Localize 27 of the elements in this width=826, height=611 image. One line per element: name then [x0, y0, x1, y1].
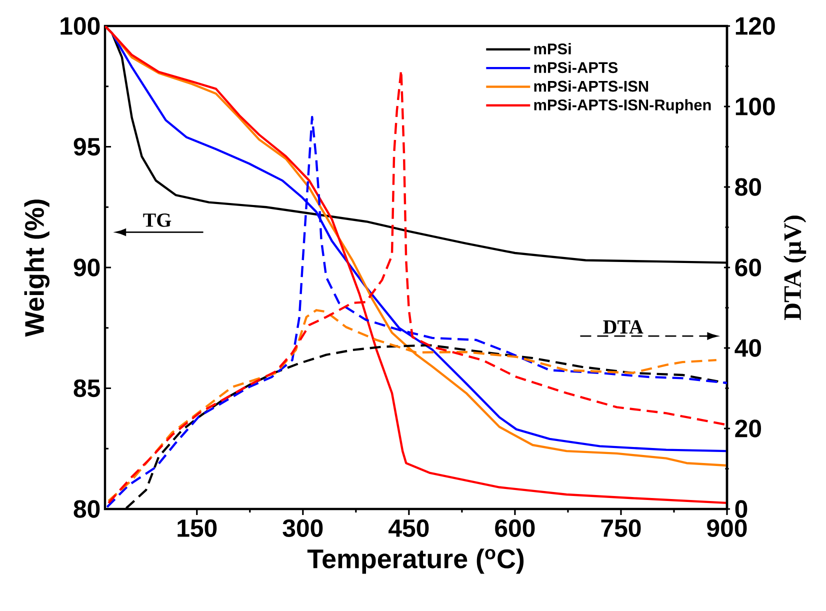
y-tick-label: 90 [74, 258, 100, 276]
x-tick-label: 600 [495, 519, 535, 537]
x-tick-label: 750 [601, 519, 641, 537]
y-axis-title: Weight (%) [24, 200, 50, 337]
y2-tick-label: 40 [734, 339, 761, 357]
y2-tick-label: 80 [735, 178, 761, 196]
legend-label: mPSi-APTS [534, 62, 618, 74]
x-tick-label: 300 [282, 519, 323, 537]
y-tick-label: 85 [74, 379, 100, 398]
annotation: DTA [603, 320, 644, 334]
legend-label: mPSi-APTS-ISN-Ruphen [534, 99, 711, 114]
annotation: TG [143, 213, 172, 227]
y2-tick-label: 0 [735, 500, 748, 518]
x-axis-title: Temperature ($^{o}$C) [307, 548, 524, 574]
y-tick-label: 100 [60, 17, 100, 35]
y2-axis-title: DTA (µV) [784, 216, 806, 320]
x-tick-label: 150 [178, 519, 217, 537]
legend-label: mPSi [534, 43, 571, 54]
y2-tick-label: 20 [735, 420, 761, 438]
y2-tick-label: 100 [736, 98, 775, 116]
y-tick-label: 95 [74, 138, 100, 156]
x-tick-label: 450 [388, 519, 429, 537]
x-tick-label: 900 [707, 519, 747, 537]
y2-tick-label: 120 [736, 17, 775, 35]
y2-tick-label: 60 [735, 258, 761, 276]
legend-label: mPSi-APTS-ISN [534, 80, 648, 92]
y-tick-label: 80 [74, 500, 100, 518]
